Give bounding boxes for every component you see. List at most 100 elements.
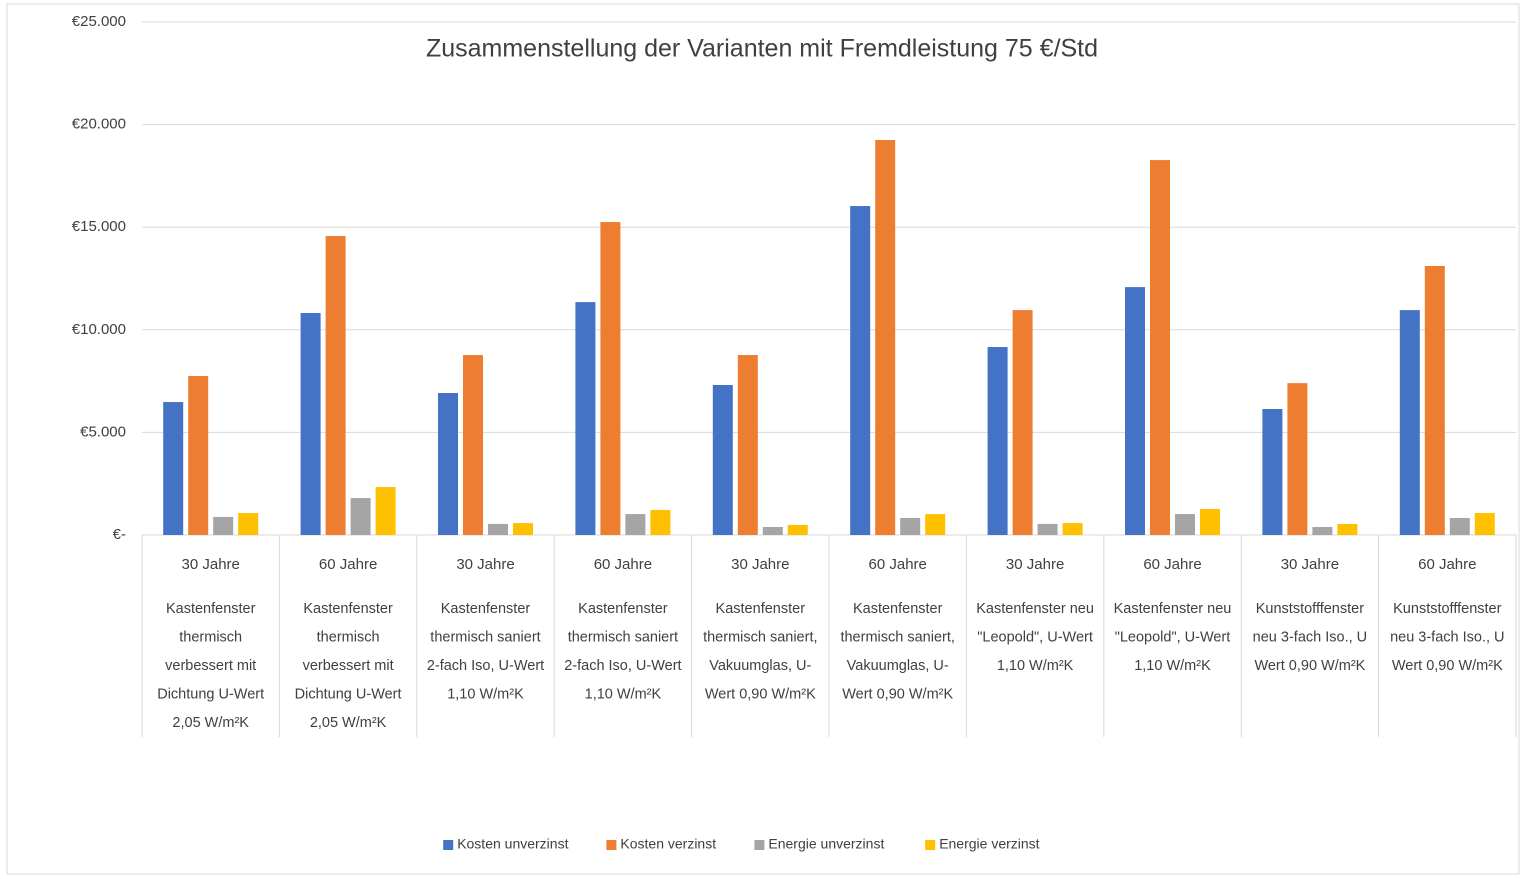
x-tick-label: 30 Jahre	[731, 556, 789, 573]
bar	[488, 523, 508, 535]
bar	[737, 355, 758, 535]
x-group-label: thermisch saniert	[430, 629, 540, 645]
bar	[375, 486, 396, 535]
y-tick-label: €25.000	[72, 13, 126, 30]
bar	[1449, 517, 1470, 535]
bar	[625, 514, 646, 535]
x-group-label: Wert 0,90 W/m²K	[1392, 658, 1503, 674]
x-group-label: Kastenfenster	[853, 601, 943, 617]
x-group-label: Kastenfenster	[303, 601, 393, 617]
bar	[1287, 383, 1308, 535]
bar	[787, 524, 808, 535]
x-group-label: 2-fach Iso, U-Wert	[427, 658, 544, 674]
y-tick-label: €10.000	[72, 321, 126, 338]
bar	[438, 393, 458, 535]
x-group-label: thermisch	[317, 629, 380, 645]
legend-label: Energie verzinst	[939, 836, 1039, 852]
bar	[712, 384, 733, 535]
x-group-label: 2-fach Iso, U-Wert	[564, 658, 681, 674]
x-group-label: thermisch saniert,	[703, 629, 817, 645]
x-group-label: neu 3-fach Iso., U	[1390, 629, 1504, 645]
x-tick-label: 60 Jahre	[319, 556, 377, 573]
bar	[875, 139, 896, 536]
bar	[987, 347, 1008, 535]
x-group-label: Kastenfenster neu	[976, 601, 1094, 617]
bar	[762, 526, 783, 535]
x-group-label: Kunststofffenster	[1393, 601, 1501, 617]
bar	[1062, 523, 1083, 535]
x-group-label: Kunststofffenster	[1256, 601, 1364, 617]
x-group-label: verbessert mit	[165, 658, 256, 674]
x-tick-label: 60 Jahre	[1418, 556, 1476, 573]
x-group-label: "Leopold", U-Wert	[1115, 629, 1231, 645]
bar	[1312, 526, 1333, 535]
x-tick-label: 30 Jahre	[456, 556, 514, 573]
x-group-label: 2,05 W/m²K	[172, 715, 249, 731]
bar	[188, 375, 209, 535]
bar	[575, 302, 596, 535]
bar	[650, 509, 671, 535]
chart-title: Zusammenstellung der Varianten mit Fremd…	[426, 35, 1098, 63]
legend-swatch	[925, 840, 936, 850]
bar	[163, 402, 184, 535]
bar	[1262, 409, 1283, 535]
y-tick-label: €-	[113, 526, 126, 543]
y-tick-label: €15.000	[72, 218, 126, 235]
x-tick-label: 60 Jahre	[1143, 556, 1201, 573]
legend-swatch	[606, 840, 617, 850]
bar	[350, 498, 371, 535]
x-group-label: Kastenfenster	[166, 601, 256, 617]
bar	[463, 355, 483, 535]
x-tick-label: 60 Jahre	[594, 556, 652, 573]
x-group-label: 2,05 W/m²K	[310, 715, 387, 731]
x-tick-label: 30 Jahre	[182, 556, 240, 573]
x-tick-label: 60 Jahre	[869, 556, 927, 573]
y-tick-label: €20.000	[72, 116, 126, 133]
x-group-label: Vakuumglas, U-	[709, 658, 811, 674]
x-group-label: Vakuumglas, U-	[847, 658, 949, 674]
bar	[1037, 523, 1058, 535]
bar	[1337, 523, 1358, 535]
bar	[300, 312, 321, 535]
bar	[850, 206, 871, 536]
bar	[1424, 265, 1445, 535]
bar	[213, 516, 234, 535]
x-group-label: Wert 0,90 W/m²K	[705, 686, 816, 702]
bar	[900, 517, 921, 535]
x-group-label: Dichtung U-Wert	[295, 686, 402, 702]
x-group-label: verbessert mit	[303, 658, 394, 674]
x-group-label: 1,10 W/m²K	[1134, 658, 1211, 674]
x-group-label: Kastenfenster	[716, 601, 806, 617]
x-group-label: 1,10 W/m²K	[447, 686, 524, 702]
x-group-label: neu 3-fach Iso., U	[1253, 629, 1367, 645]
x-group-label: Kastenfenster	[441, 601, 531, 617]
bar	[1150, 160, 1170, 535]
x-group-label: Dichtung U-Wert	[157, 686, 264, 702]
legend-swatch	[754, 840, 765, 850]
x-group-label: Kastenfenster	[578, 601, 668, 617]
legend-label: Kosten verzinst	[620, 836, 716, 852]
bar	[1474, 513, 1495, 535]
x-group-label: Wert 0,90 W/m²K	[842, 686, 953, 702]
x-group-label: "Leopold", U-Wert	[977, 629, 1093, 645]
legend-swatch	[443, 840, 454, 850]
bar	[1175, 514, 1195, 535]
x-tick-label: 30 Jahre	[1006, 556, 1064, 573]
x-group-label: 1,10 W/m²K	[585, 686, 662, 702]
x-group-label: thermisch	[179, 629, 242, 645]
bar	[325, 236, 346, 535]
bar	[513, 523, 533, 535]
x-tick-label: 30 Jahre	[1281, 556, 1339, 573]
x-group-label: 1,10 W/m²K	[997, 658, 1074, 674]
x-group-label: Wert 0,90 W/m²K	[1254, 658, 1365, 674]
legend-label: Energie unverzinst	[768, 836, 884, 852]
x-group-label: thermisch saniert	[568, 629, 678, 645]
legend-label: Kosten unverzinst	[457, 836, 568, 852]
bar	[1200, 508, 1220, 535]
bar	[1399, 310, 1420, 535]
bar	[925, 514, 946, 535]
bar	[600, 222, 621, 535]
bar	[1125, 287, 1145, 535]
x-group-label: thermisch saniert,	[840, 629, 954, 645]
